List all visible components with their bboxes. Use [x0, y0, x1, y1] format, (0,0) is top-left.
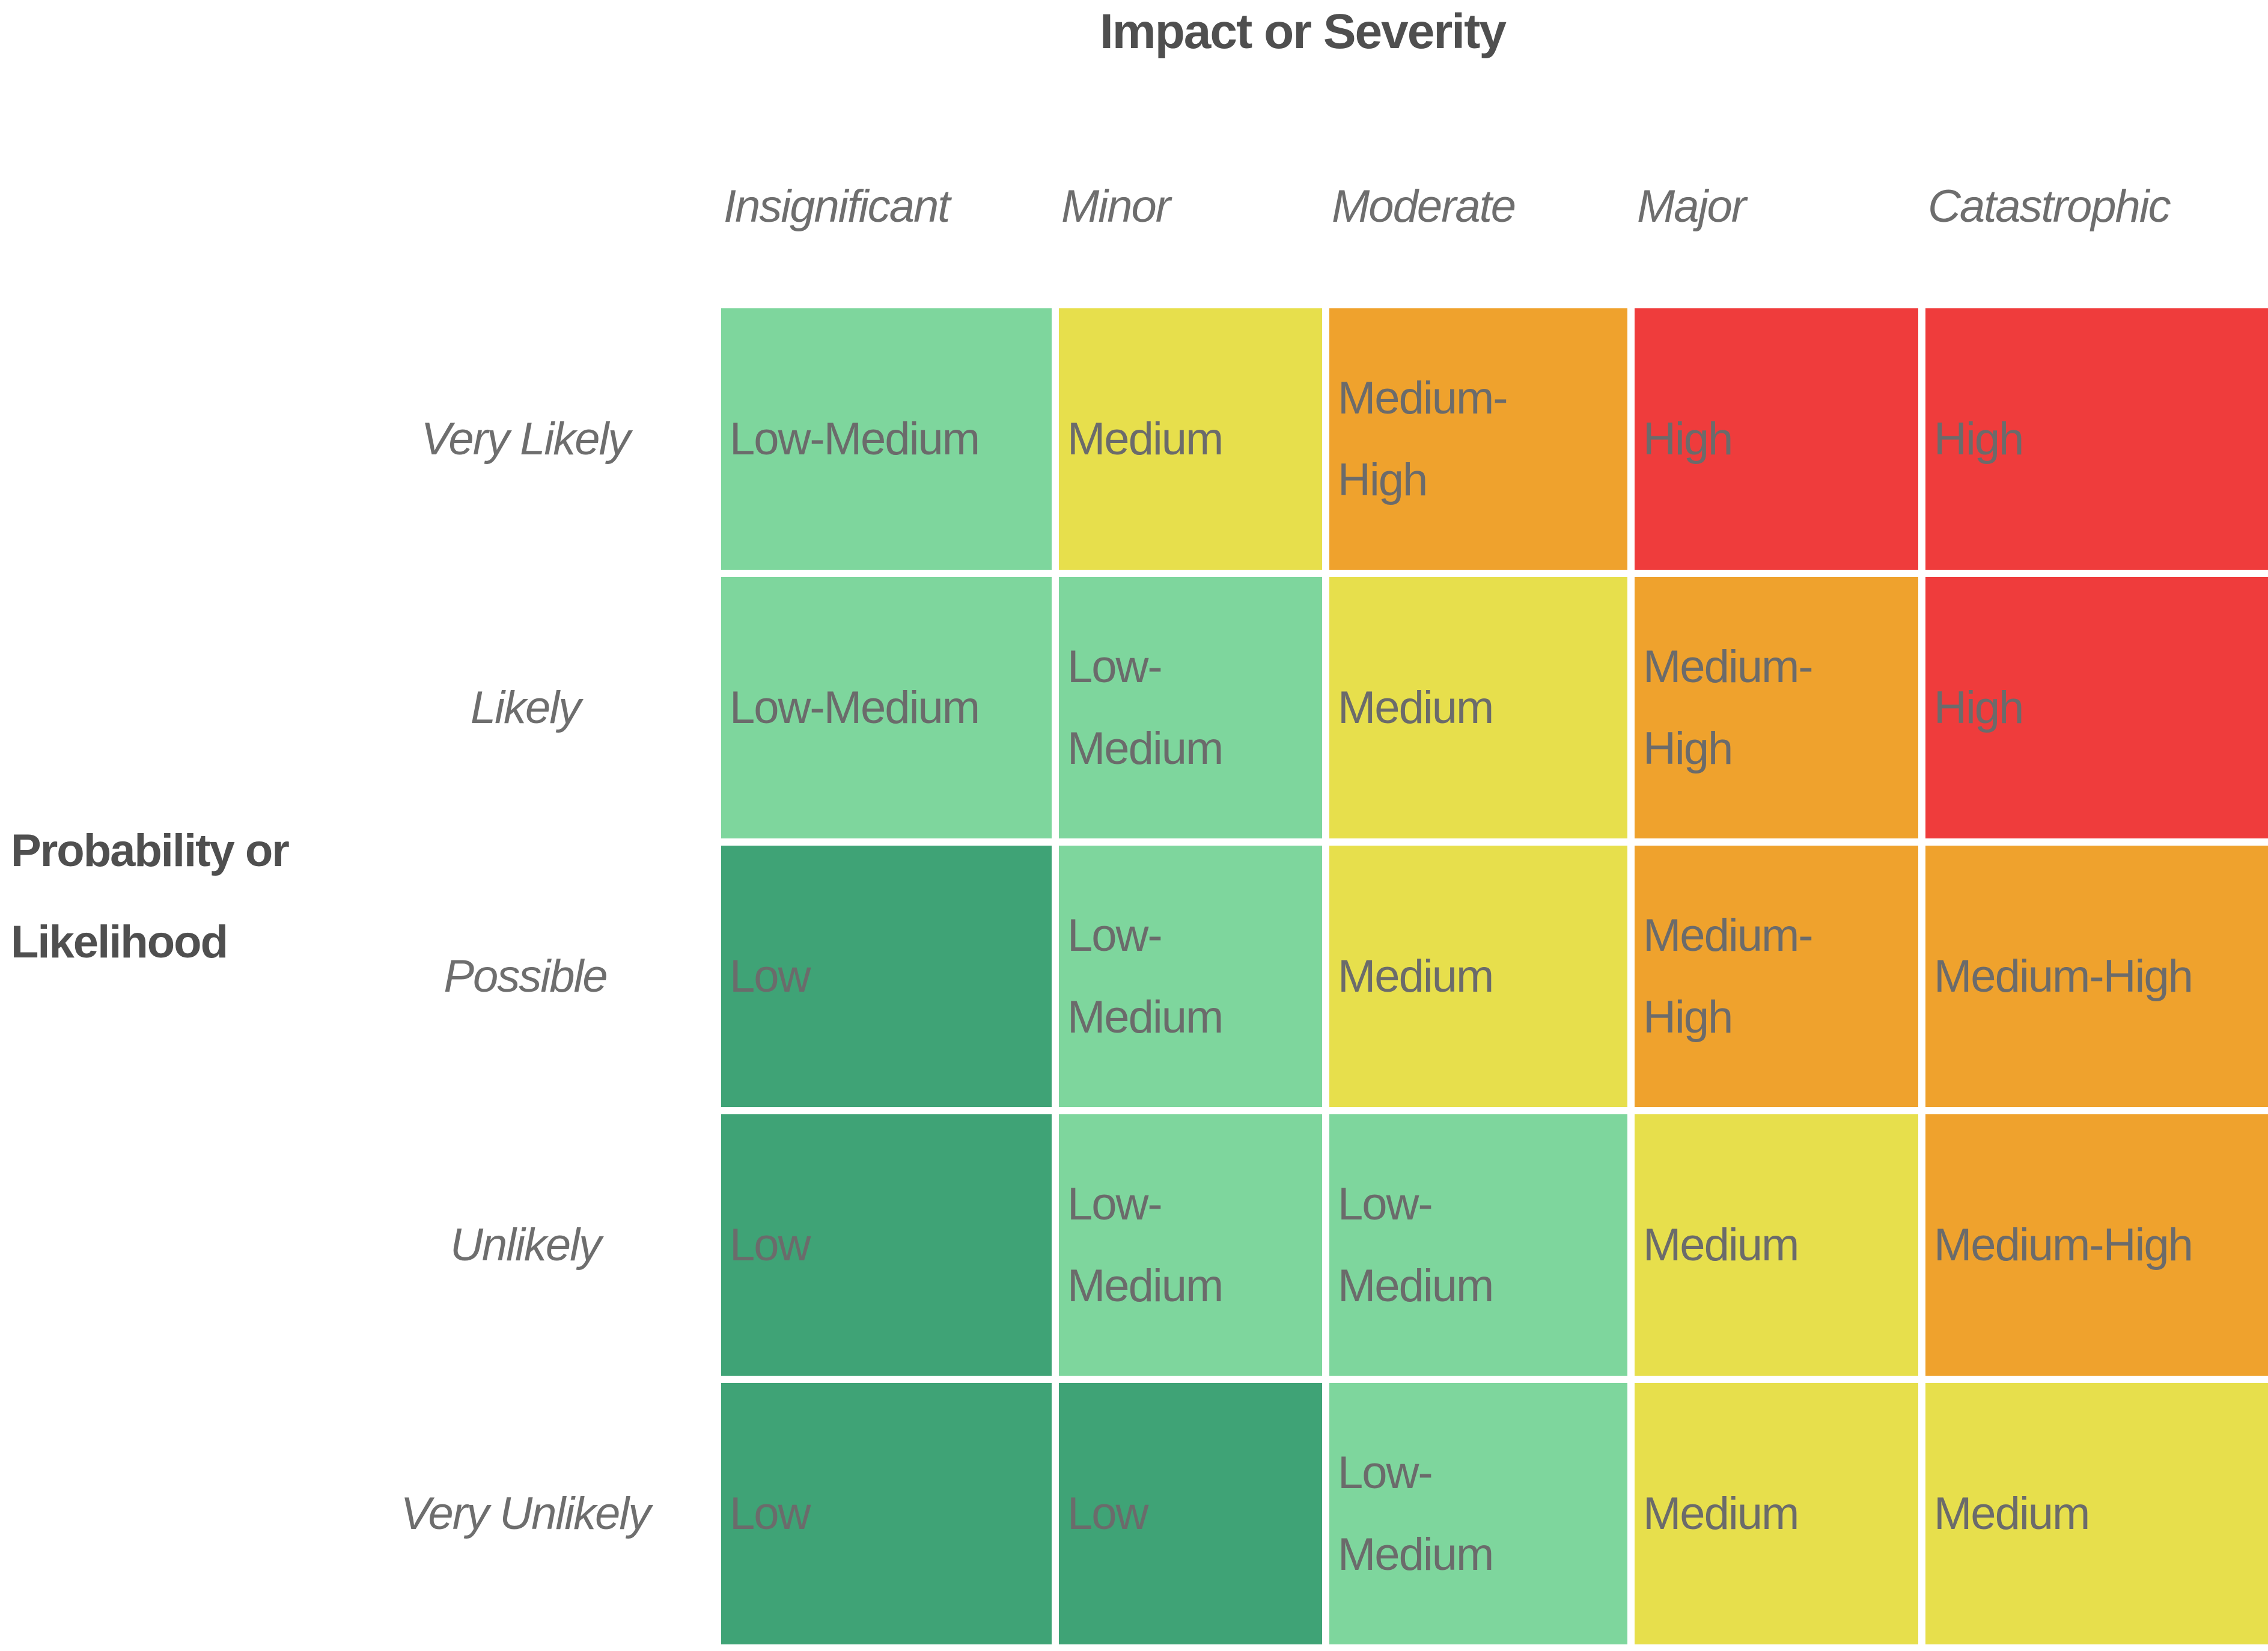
risk-cell: Medium: [1925, 1383, 2268, 1644]
risk-cell: Medium: [1329, 846, 1627, 1107]
risk-cell: High: [1925, 577, 2268, 838]
risk-cell: Medium-High: [1925, 1114, 2268, 1376]
risk-cell: Low- Medium: [1059, 577, 1322, 838]
risk-cell: High: [1925, 308, 2268, 570]
risk-cell: Medium- High: [1635, 577, 1918, 838]
risk-cell: High: [1635, 308, 1918, 570]
y-axis-label: Probability or Likelihood: [11, 825, 290, 968]
risk-cell: Medium: [1635, 1383, 1918, 1644]
risk-cell: Low: [1059, 1383, 1322, 1644]
risk-cell: Medium- High: [1635, 846, 1918, 1107]
row-label-likely: Likely: [470, 682, 581, 733]
column-header-minor: Minor: [1061, 181, 1171, 232]
risk-cell: Medium- High: [1329, 308, 1627, 570]
column-header-moderate: Moderate: [1332, 181, 1516, 232]
risk-cell: Low-Medium: [721, 308, 1052, 570]
row-labels: Very Likely Likely Possible Unlikely Ver…: [337, 308, 714, 1644]
risk-grid: Low-Medium Medium Medium- High High High…: [721, 308, 2268, 1644]
column-header-catastrophic: Catastrophic: [1928, 181, 2171, 232]
risk-cell: Medium: [1635, 1114, 1918, 1376]
risk-cell: Medium: [1059, 308, 1322, 570]
risk-cell: Low- Medium: [1329, 1114, 1627, 1376]
column-header-major: Major: [1637, 181, 1746, 232]
row-label-very-unlikely: Very Unlikely: [400, 1488, 651, 1539]
risk-cell: Low: [721, 1383, 1052, 1644]
risk-cell: Low-Medium: [721, 577, 1052, 838]
column-header-insignificant: Insignificant: [724, 181, 950, 232]
risk-cell: Medium: [1329, 577, 1627, 838]
risk-cell: Low- Medium: [1059, 1114, 1322, 1376]
risk-cell: Low- Medium: [1059, 846, 1322, 1107]
column-headers: Insignificant Minor Moderate Major Catas…: [721, 180, 2268, 233]
row-label-very-likely: Very Likely: [421, 414, 631, 465]
risk-cell: Medium-High: [1925, 846, 2268, 1107]
row-label-unlikely: Unlikely: [450, 1219, 602, 1271]
risk-cell: Low- Medium: [1329, 1383, 1627, 1644]
chart-title: Impact or Severity: [1100, 4, 1507, 59]
row-label-possible: Possible: [444, 951, 608, 1002]
risk-cell: Low: [721, 1114, 1052, 1376]
risk-cell: Low: [721, 846, 1052, 1107]
